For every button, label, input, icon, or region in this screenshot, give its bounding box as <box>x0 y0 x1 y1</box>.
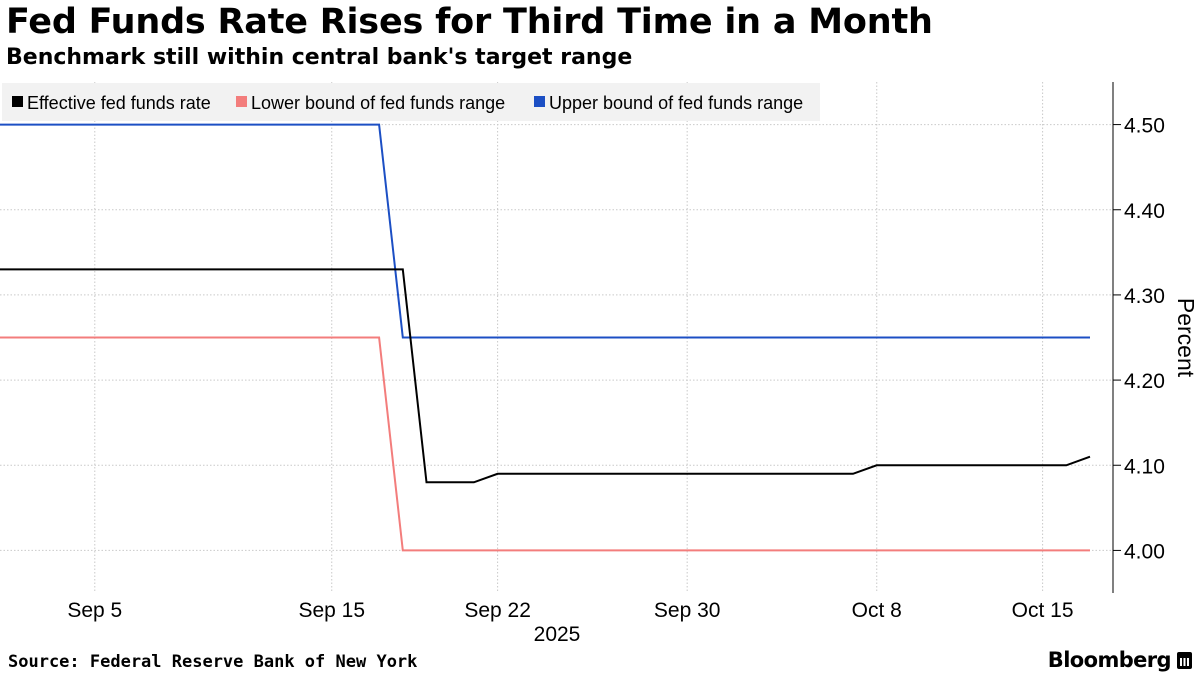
legend-label: Effective fed funds rate <box>27 93 211 113</box>
legend: Effective fed funds rate Lower bound of f… <box>2 83 820 121</box>
x-tick-label: Sep 15 <box>298 599 365 622</box>
legend-label: Upper bound of fed funds range <box>549 93 803 113</box>
y-tick-label: 4.50 <box>1124 115 1165 138</box>
x-tick-label: Sep 22 <box>464 599 531 622</box>
x-axis-year-label: 2025 <box>534 623 581 646</box>
x-tick-label: Oct 8 <box>852 599 902 622</box>
x-tick-label: Sep 5 <box>67 599 122 622</box>
series-lines <box>0 123 1091 552</box>
axes: 4.00 4.10 4.20 4.30 4.40 4.50 Sep 5 Sep 15 Sep 2… <box>67 82 1199 646</box>
bloomberg-logo-icon <box>1177 651 1192 669</box>
brand-name: Bloomberg <box>1047 648 1172 672</box>
brand-logo: Bloomberg <box>1048 648 1192 672</box>
legend-swatch <box>12 96 23 107</box>
series-line-0 <box>0 268 1091 484</box>
y-tick-label: 4.30 <box>1124 285 1165 308</box>
series-line-1 <box>0 336 1090 552</box>
y-tick-label: 4.10 <box>1124 455 1165 478</box>
legend-label: Lower bound of fed funds range <box>251 93 505 113</box>
legend-swatch <box>534 96 545 107</box>
y-tick-label: 4.00 <box>1124 540 1165 563</box>
y-tick-label: 4.40 <box>1124 200 1165 223</box>
source-note: Source: Federal Reserve Bank of New York <box>8 652 418 672</box>
y-tick-label: 4.20 <box>1124 370 1165 393</box>
chart-subtitle: Benchmark still within central bank's ta… <box>6 45 633 70</box>
series-line-2 <box>0 123 1090 339</box>
y-axis-title: Percent <box>1173 298 1199 378</box>
chart-title: Fed Funds Rate Rises for Third Time in a… <box>6 2 933 42</box>
legend-background <box>2 83 820 121</box>
x-tick-label: Oct 15 <box>1012 599 1074 622</box>
legend-swatch <box>236 96 247 107</box>
x-tick-label: Sep 30 <box>654 599 721 622</box>
